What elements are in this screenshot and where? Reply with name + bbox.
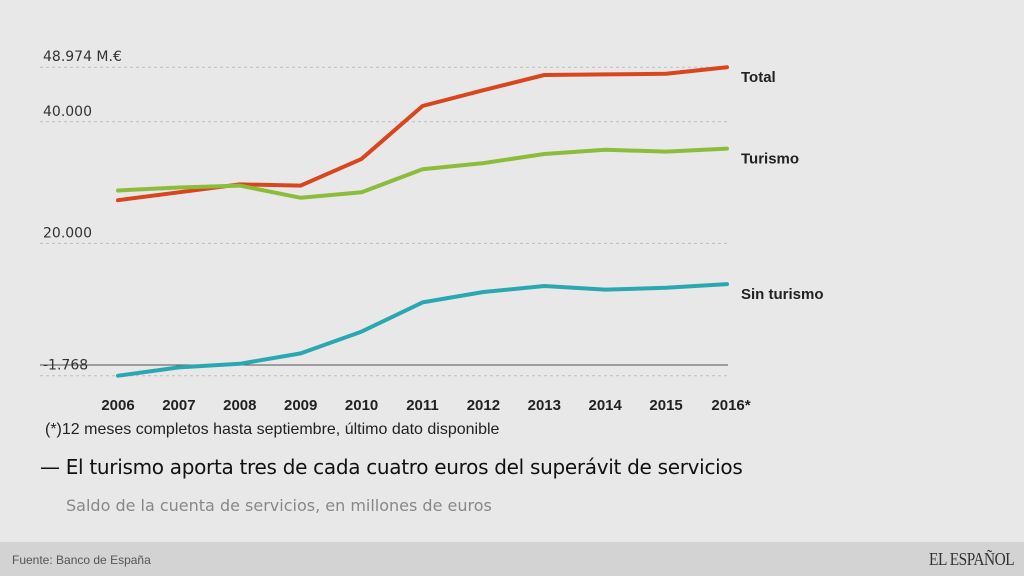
series-line-total (116, 65, 729, 203)
series-labels: Total Turismo Sin turismo (741, 69, 824, 303)
x-tick-label: 2011 (406, 397, 439, 414)
x-tick-label: 2008 (223, 397, 256, 414)
x-axis-ticks: 2006 2007 2008 2009 2010 2011 2012 2013 2014 2015… (101, 397, 750, 414)
series-label-sin-turismo: Sin turismo (741, 286, 824, 303)
x-tick-label: 2013 (528, 397, 561, 414)
gridlines (40, 66, 728, 377)
y-tick-label: 40.000 (43, 104, 92, 120)
chart-title-text: El turismo aporta tres de cada cuatro eu… (65, 455, 743, 479)
series-label-turismo: Turismo (741, 151, 799, 168)
y-tick-label: 48.974 M.€ (43, 49, 122, 65)
y-tick-label: -1.768 (43, 358, 88, 374)
y-tick-label: 20.000 (43, 225, 92, 241)
chart-footnote: (*)12 meses completos hasta septiembre, … (45, 421, 500, 438)
x-tick-label: 2010 (345, 397, 378, 414)
series-line-sin-turismo (116, 282, 729, 378)
series-lines (116, 65, 729, 378)
brand-logo: EL ESPAÑOL (928, 549, 1015, 569)
title-dash: — (40, 455, 60, 479)
series-line-turismo (116, 146, 729, 200)
x-tick-label: 2015 (649, 397, 682, 414)
chart-title: — El turismo aporta tres de cada cuatro e… (40, 455, 743, 479)
x-tick-label: 2014 (589, 397, 623, 414)
chart-subtitle: Saldo de la cuenta de servicios, en mill… (66, 496, 492, 515)
x-tick-label: 2009 (284, 397, 317, 414)
x-tick-label: 2016* (711, 397, 750, 414)
source-text: Fuente: Banco de España (12, 553, 151, 567)
y-axis-ticks: 48.974 M.€ 40.000 20.000 -1.768 (43, 49, 122, 374)
footer-bar: Fuente: Banco de España EL ESPAÑOL (0, 542, 1024, 576)
x-tick-label: 2006 (101, 397, 134, 414)
x-tick-label: 2012 (467, 397, 500, 414)
series-label-total: Total (741, 69, 776, 86)
x-tick-label: 2007 (162, 397, 195, 414)
